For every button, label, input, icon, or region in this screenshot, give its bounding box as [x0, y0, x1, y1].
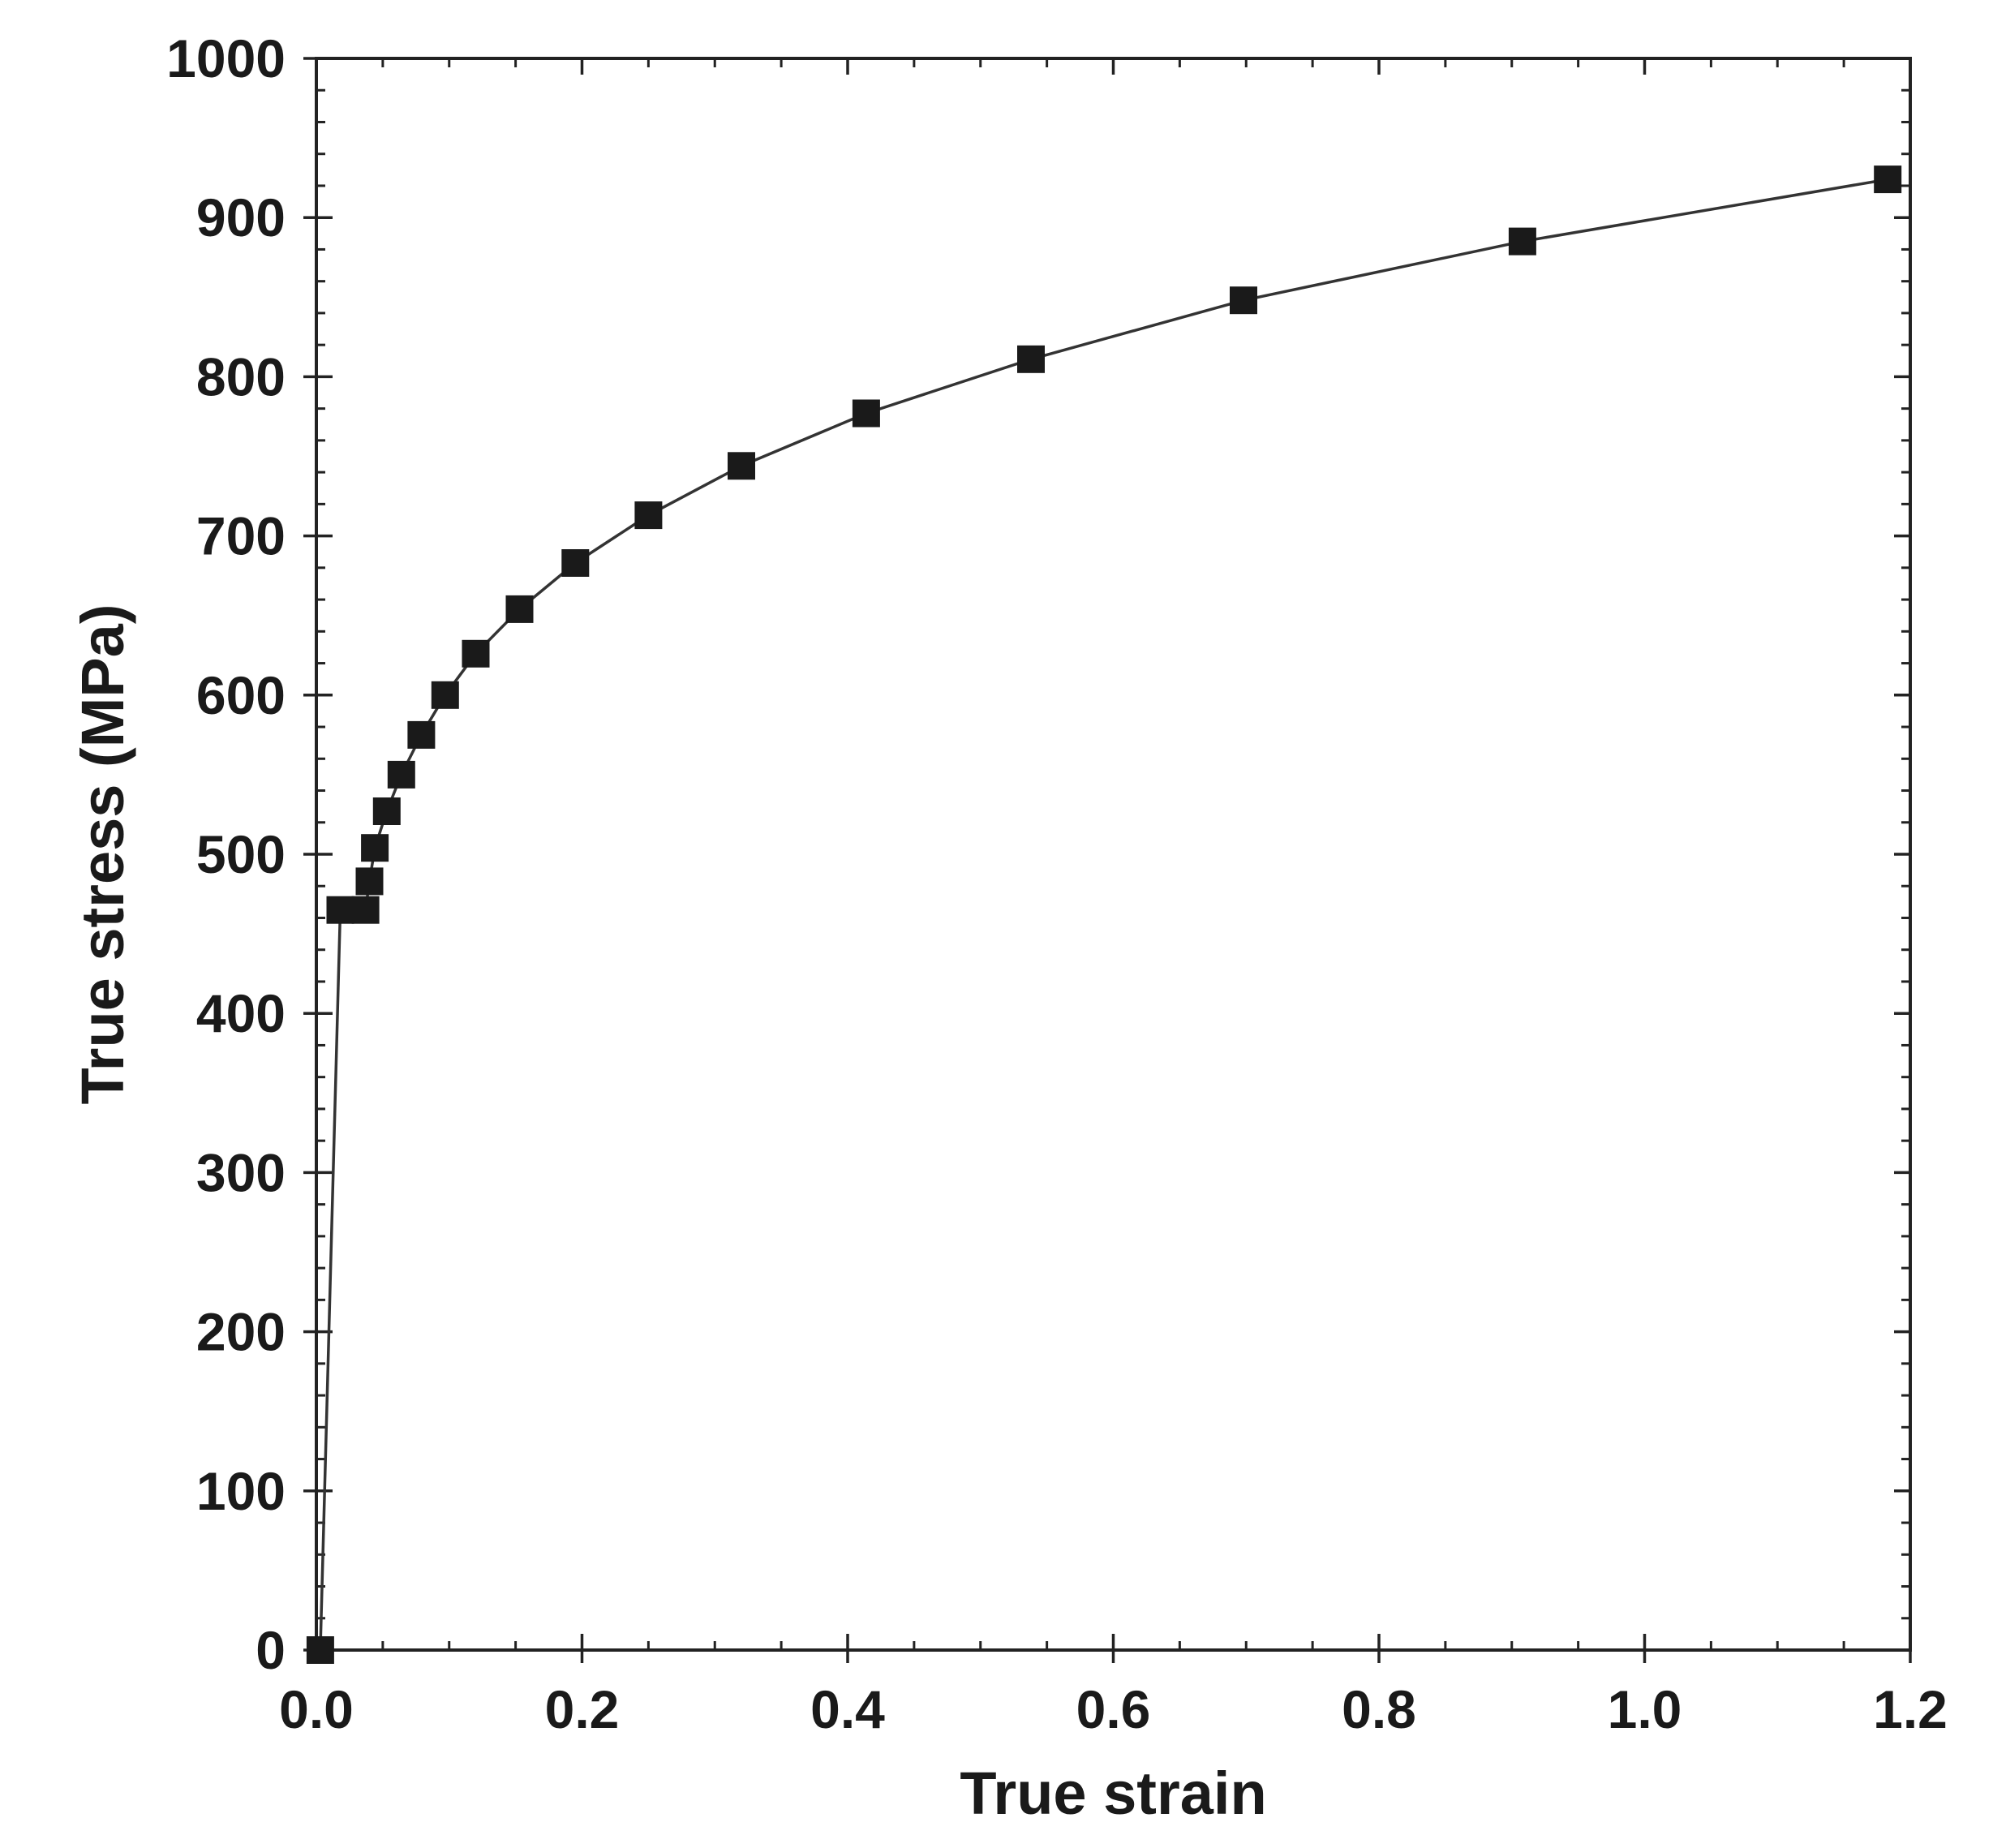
data-point: [355, 867, 384, 896]
y-tick-label: 400: [196, 983, 286, 1043]
y-tick-label: 900: [196, 187, 286, 247]
data-point: [306, 1636, 334, 1664]
data-point: [728, 452, 755, 480]
data-point: [1508, 227, 1536, 256]
major-ticks: [303, 57, 1912, 1663]
x-tick-label: 1.0: [1608, 1679, 1682, 1739]
y-tick-label: 0: [256, 1620, 286, 1680]
data-point: [387, 760, 415, 789]
x-tick-label: 0.8: [1342, 1679, 1416, 1739]
x-tick-label: 0.4: [810, 1679, 885, 1739]
series-line-group: [319, 178, 1888, 1651]
data-point: [505, 595, 534, 623]
data-point: [407, 720, 436, 749]
data-point: [372, 797, 401, 825]
data-point: [462, 639, 490, 668]
y-tick-label: 800: [196, 346, 286, 406]
plot-frame: [315, 57, 1912, 1652]
data-point: [634, 501, 663, 530]
data-point: [561, 549, 590, 577]
y-tick-label: 300: [196, 1142, 286, 1202]
data-point: [852, 399, 880, 428]
y-tick-label: 700: [196, 506, 286, 566]
x-tick-label: 0.2: [545, 1679, 620, 1739]
x-axis-title: True strain: [960, 1760, 1266, 1827]
data-point: [431, 681, 459, 709]
y-tick-label: 500: [196, 824, 286, 884]
series-line: [319, 178, 1888, 1651]
x-tick-labels: 0.0 0.2 0.4 0.6 0.8 1.0 1.2: [279, 1679, 1948, 1739]
y-tick-label: 200: [196, 1302, 286, 1362]
x-tick-label: 0.0: [279, 1679, 354, 1739]
y-tick-label: 600: [196, 665, 286, 725]
data-markers: [306, 165, 1902, 1664]
data-point: [351, 896, 380, 924]
y-axis-title: True stress (MPa): [69, 604, 136, 1105]
y-tick-label: 1000: [166, 28, 286, 88]
data-point: [1874, 165, 1902, 194]
x-tick-label: 0.6: [1076, 1679, 1151, 1739]
data-point: [1230, 286, 1257, 315]
data-point: [326, 896, 354, 924]
data-point: [361, 834, 389, 862]
minor-ticks: [316, 58, 1910, 1650]
y-tick-label: 100: [196, 1461, 286, 1521]
x-tick-label: 1.2: [1873, 1679, 1948, 1739]
data-point: [1017, 345, 1045, 373]
y-tick-labels: 0 100 200 300 400 500 600 700 800 900 1000: [166, 28, 286, 1680]
